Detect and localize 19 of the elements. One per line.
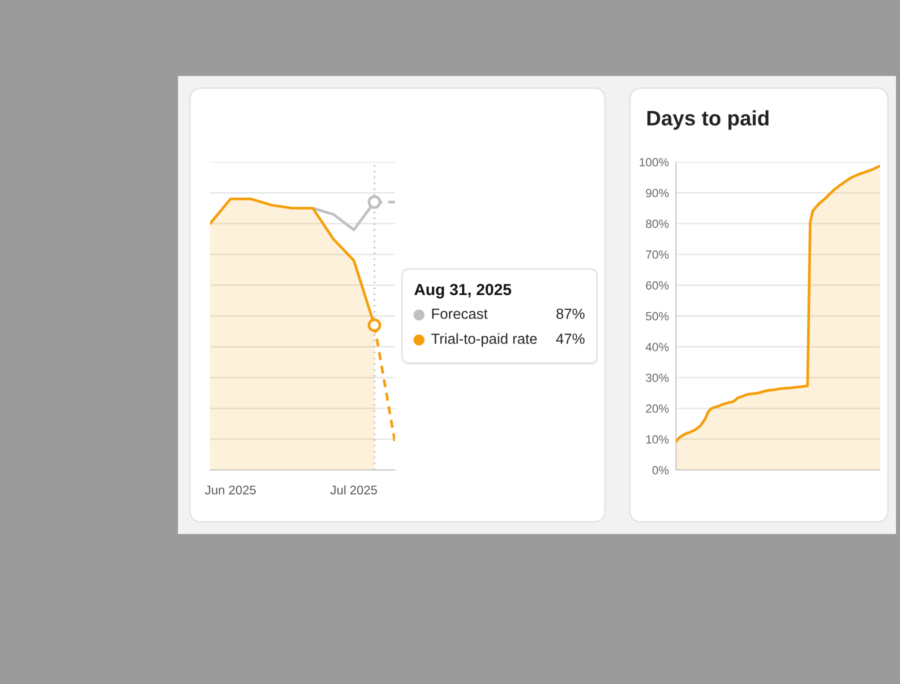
y-tick-label: 40% [646,342,669,352]
text: 87% [556,308,584,319]
y-tick-label: 70% [646,250,669,259]
x-tick-label: Jun 2025 [205,486,256,494]
legend-label: Trial-to-paid rate [431,333,537,347]
y-tick-label: 80% [646,220,669,228]
y-tick-label: 10% [646,435,669,444]
y-tick-label: 50% [646,312,669,320]
chart-title: Days to paid [647,110,768,130]
y-tick-label: 30% [646,374,669,382]
legend-label: Forecast [432,308,488,319]
y-tick-label: 90% [646,188,669,198]
text: 47% [556,334,584,344]
legend-title: Aug 31, 2025 [414,284,512,298]
x-tick-label: Jul 2025 [330,485,377,494]
y-tick-label: 20% [646,404,669,413]
y-tick-label: 60% [646,281,669,290]
y-tick-label: 100% [640,158,669,166]
y-tick-label: 0% [652,466,669,474]
